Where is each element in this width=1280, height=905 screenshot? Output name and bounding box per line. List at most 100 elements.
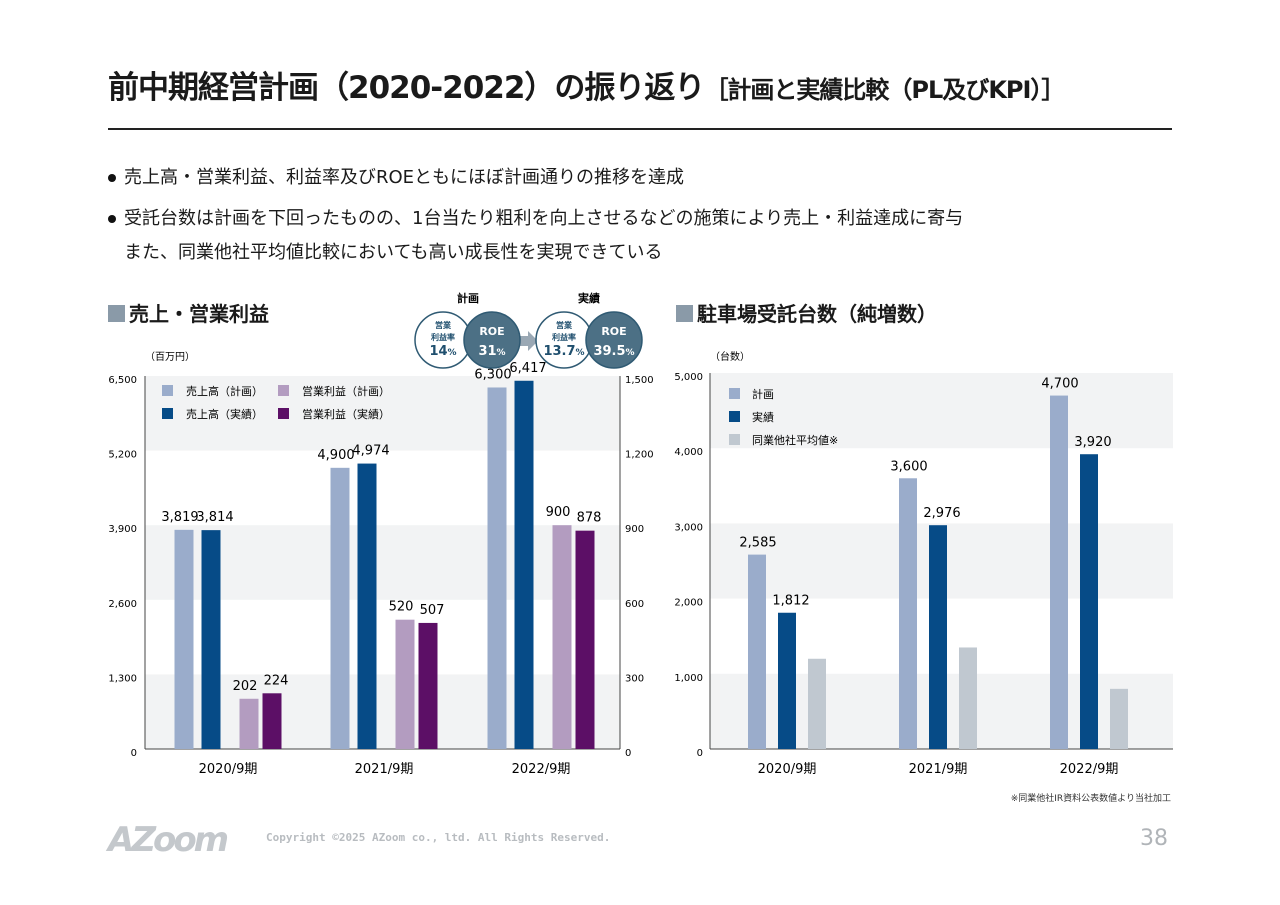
- y-tick-left: 2,600: [108, 599, 137, 610]
- y-tick: 3,000: [674, 522, 703, 533]
- azoom-logo: AZoom: [108, 820, 229, 860]
- page-number: 38: [1140, 826, 1168, 851]
- bullet-text: 受託台数は計画を下回ったものの、1台当たり粗利を向上させるなどの施策により売上・…: [124, 208, 964, 229]
- square-icon: [676, 305, 693, 322]
- bullet-1: 売上高・営業利益、利益率及びROEともにほぼ計画通りの推移を達成: [108, 163, 684, 189]
- unit-label: （百万円）: [145, 351, 195, 363]
- data-label: 3,814: [196, 510, 233, 525]
- kpi-value: 31%: [478, 344, 505, 359]
- legend-label: 計画: [752, 387, 774, 401]
- y-tick-left: 3,900: [108, 524, 137, 535]
- bar: [1050, 395, 1068, 749]
- square-icon: [108, 305, 125, 322]
- legend-swatch: [729, 388, 740, 399]
- y-tick-left: 6,500: [108, 375, 137, 386]
- bar: [262, 693, 282, 749]
- legend-label: 営業利益（計画）: [302, 384, 390, 398]
- legend-swatch: [162, 385, 173, 396]
- y-tick: 0: [697, 748, 703, 759]
- bar: [748, 554, 766, 749]
- grid-band: [145, 376, 620, 451]
- data-label: 2,585: [739, 536, 776, 551]
- kpi-plan-label: 計画: [457, 291, 479, 305]
- margin-label: 営業: [435, 320, 452, 330]
- y-tick-right: 1,500: [625, 375, 654, 386]
- data-label: 507: [420, 603, 445, 618]
- y-tick: 5,000: [674, 372, 703, 383]
- margin-label: 利益率: [551, 332, 576, 342]
- margin-label: 利益率: [430, 332, 455, 342]
- margin-label: 営業: [556, 320, 573, 330]
- legend-swatch: [162, 408, 173, 419]
- bar: [357, 463, 377, 749]
- data-label: 878: [577, 511, 602, 526]
- kpi-value: 39.5%: [593, 344, 634, 359]
- bar: [487, 387, 507, 749]
- kpi-value: 14%: [429, 344, 456, 359]
- bar: [174, 529, 194, 749]
- roe-circle: [585, 311, 643, 369]
- legend-swatch: [278, 408, 289, 419]
- roe-circle: [463, 311, 521, 369]
- data-label: 4,900: [317, 448, 354, 463]
- bar: [239, 698, 259, 749]
- copyright: Copyright ©2025 AZoom co., ltd. All Righ…: [266, 831, 611, 844]
- bar: [575, 530, 595, 749]
- title-sub: ［計画と実績比較（PL及びKPI）］: [704, 76, 1065, 104]
- footnote: ※同業他社IR資料公表数値より当社加工: [1011, 792, 1171, 804]
- data-label: 900: [546, 505, 571, 520]
- bullet-dot-icon: [108, 215, 116, 223]
- y-tick-left: 1,300: [108, 673, 137, 684]
- y-tick-right: 900: [625, 524, 644, 535]
- y-tick-right: 0: [625, 748, 631, 759]
- parking-chart-title: 駐車場受託台数（純増数）: [676, 298, 937, 327]
- y-tick-right: 1,200: [625, 450, 654, 461]
- arrow-right-icon: [515, 331, 538, 351]
- bar: [1110, 688, 1128, 749]
- legend-swatch: [729, 434, 740, 445]
- bar: [418, 622, 438, 749]
- y-tick-left: 0: [131, 748, 137, 759]
- title-main: 前中期経営計画（2020-2022）の振り返り: [108, 70, 705, 106]
- y-tick-left: 5,200: [108, 450, 137, 461]
- sales-chart-title-text: 売上・営業利益: [129, 302, 269, 326]
- legend-label: 同業他社平均値※: [752, 433, 838, 447]
- sales-chart-title: 売上・営業利益: [108, 298, 269, 327]
- title-divider: [108, 128, 1172, 130]
- y-tick-right: 600: [625, 599, 644, 610]
- data-label: 6,300: [474, 367, 511, 382]
- bar: [1080, 454, 1098, 749]
- bar: [330, 467, 350, 749]
- legend-label: 売上高（計画）: [186, 384, 263, 398]
- bullet-text: 売上高・営業利益、利益率及びROEともにほぼ計画通りの推移を達成: [124, 167, 685, 188]
- x-tick: 2021/9期: [355, 762, 414, 777]
- bullet-2: 受託台数は計画を下回ったものの、1台当たり粗利を向上させるなどの施策により売上・…: [108, 204, 963, 230]
- data-label: 3,920: [1074, 435, 1111, 450]
- page-title: 前中期経営計画（2020-2022）の振り返り［計画と実績比較（PL及びKPI）…: [108, 62, 1065, 107]
- data-label: 4,974: [352, 444, 389, 459]
- y-tick: 4,000: [674, 447, 703, 458]
- parking-chart-title-text: 駐車場受託台数（純増数）: [697, 302, 937, 326]
- bar: [959, 647, 977, 749]
- bar: [514, 380, 534, 749]
- legend-swatch: [729, 411, 740, 422]
- data-label: 3,819: [161, 510, 198, 525]
- bar: [552, 525, 572, 749]
- kpi-value: 13.7%: [543, 344, 584, 359]
- grid-band: [145, 674, 620, 749]
- bar: [395, 619, 415, 749]
- data-label: 2,976: [923, 506, 960, 521]
- grid-band: [145, 525, 620, 600]
- y-tick-right: 300: [625, 673, 644, 684]
- x-tick: 2020/9期: [758, 762, 817, 777]
- legend-label: 実績: [752, 410, 774, 424]
- data-label: 6,417: [509, 361, 546, 376]
- roe-label: ROE: [601, 325, 626, 338]
- data-label: 224: [264, 673, 289, 688]
- legend-swatch: [278, 385, 289, 396]
- bar: [929, 525, 947, 749]
- x-tick: 2022/9期: [1060, 762, 1119, 777]
- x-tick: 2021/9期: [909, 762, 968, 777]
- y-tick: 1,000: [674, 673, 703, 684]
